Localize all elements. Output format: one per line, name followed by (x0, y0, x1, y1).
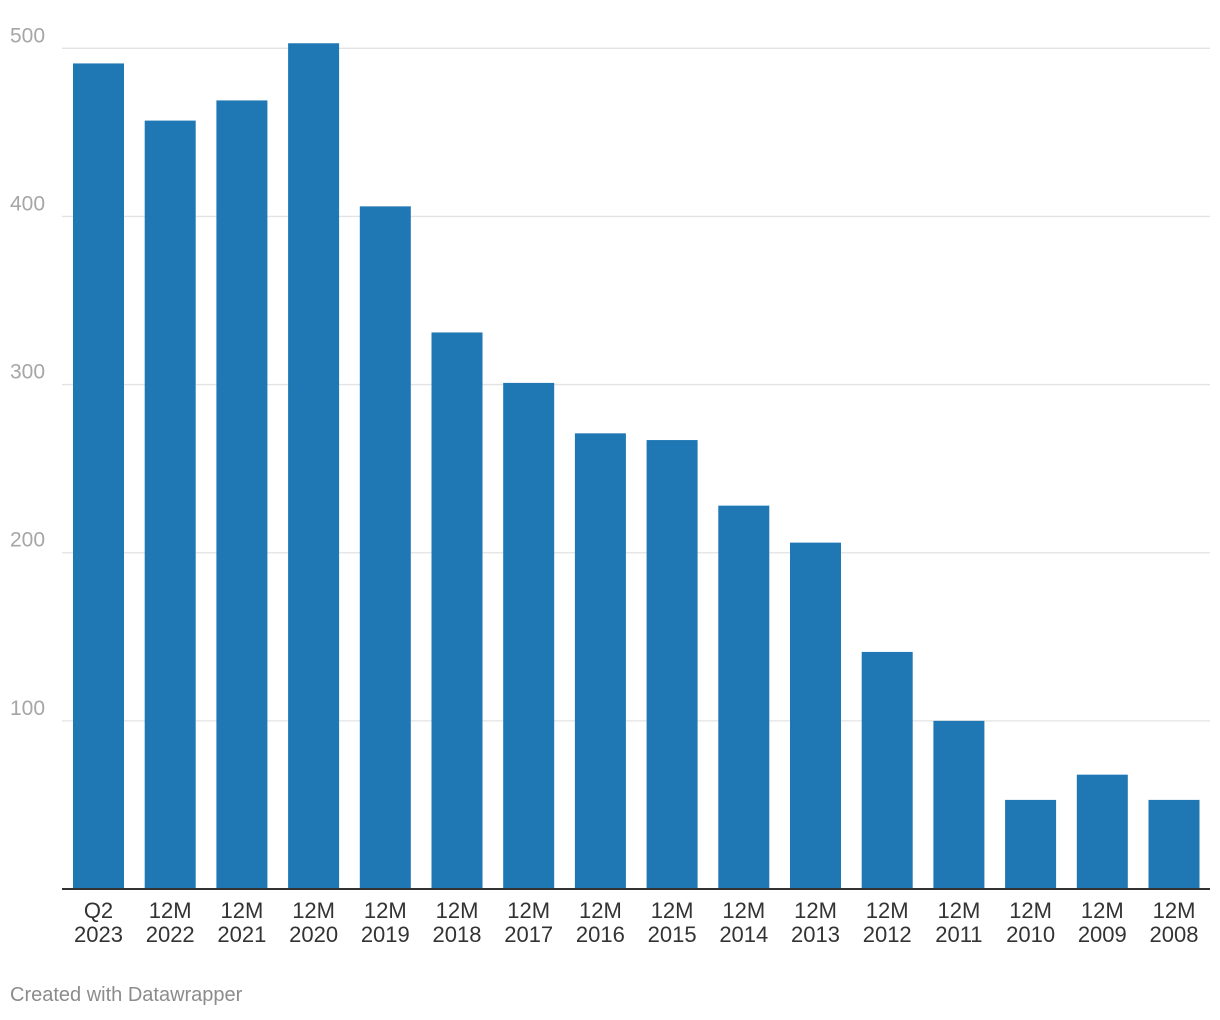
x-tick-period: 12M (579, 898, 622, 923)
x-tick-year: 2020 (289, 922, 338, 947)
x-tick-period: 12M (651, 898, 694, 923)
x-tick-label: 12M 2018 (433, 898, 482, 947)
bar (431, 332, 483, 889)
x-tick-year: 2014 (719, 922, 768, 947)
credit-text: Created with Datawrapper (10, 984, 243, 1006)
bar (73, 63, 124, 889)
x-tick-year: 2015 (648, 922, 697, 947)
x-tick-label: 12M 2009 (1078, 898, 1127, 947)
bar (933, 720, 985, 889)
x-tick-year: 2016 (576, 922, 625, 947)
bar (790, 542, 841, 889)
x-tick-period: 12M (149, 898, 192, 923)
x-tick-period: 12M (866, 898, 909, 923)
x-tick-label: 12M 2017 (504, 898, 553, 947)
x-tick-period: 12M (292, 898, 335, 923)
bar (574, 433, 626, 889)
x-tick-year: 2021 (217, 922, 266, 947)
x-tick-label: 12M 2014 (719, 898, 768, 947)
x-tick-period: 12M (794, 898, 837, 923)
x-tick-year: 2011 (935, 922, 982, 947)
x-tick-period: 12M (1009, 898, 1052, 923)
x-tick-period: 12M (722, 898, 765, 923)
x-tick-label: 12M 2016 (576, 898, 625, 947)
x-tick-label: 12M 2019 (361, 898, 410, 947)
x-tick-label: 12M 2015 (648, 898, 697, 947)
x-tick-period: 12M (507, 898, 550, 923)
x-tick-label: 12M 2013 (791, 898, 840, 947)
x-tick-year: 2017 (504, 922, 553, 947)
y-tick-label: 100 (10, 697, 45, 720)
bar (288, 43, 340, 889)
x-tick-year: 2022 (146, 922, 195, 947)
x-tick-label: 12M 2022 (146, 898, 195, 947)
x-tick-year: 2010 (1006, 922, 1055, 947)
bar (1148, 799, 1200, 889)
bar (503, 382, 555, 889)
y-tick-label: 500 (10, 24, 45, 47)
x-tick-period: 12M (1081, 898, 1124, 923)
x-tick-year: 2023 (74, 922, 123, 947)
x-tick-label: Q2 2023 (74, 898, 123, 947)
bar (216, 100, 268, 889)
x-tick-period: 12M (364, 898, 407, 923)
x-tick-label: 12M 2010 (1006, 898, 1055, 947)
x-tick-year: 2019 (361, 922, 410, 947)
bar (718, 505, 770, 889)
x-tick-year: 2012 (863, 922, 912, 947)
bar (1076, 774, 1128, 889)
bar (144, 120, 196, 889)
y-tick-label: 300 (10, 361, 45, 384)
bar (646, 440, 698, 889)
x-tick-period: 12M (938, 898, 981, 923)
x-tick-label: 12M 2020 (289, 898, 338, 947)
x-tick-year: 2008 (1150, 922, 1199, 947)
x-tick-label: 12M 2012 (863, 898, 912, 947)
y-tick-label: 200 (10, 529, 45, 552)
bar (359, 206, 411, 890)
x-tick-label: 12M 2008 (1150, 898, 1199, 947)
x-tick-period: 12M (436, 898, 479, 923)
y-axis-ticks: 100 200 300 400 500 (10, 24, 45, 720)
x-tick-year: 2009 (1078, 922, 1127, 947)
bar (861, 651, 913, 889)
bars (73, 43, 1200, 890)
y-tick-label: 400 (10, 192, 45, 215)
x-tick-period: 12M (221, 898, 264, 923)
x-tick-year: 2013 (791, 922, 840, 947)
x-tick-label: 12M 2011 (935, 898, 982, 947)
x-tick-label: 12M 2021 (217, 898, 266, 947)
x-tick-period: Q2 (84, 898, 113, 923)
x-tick-period: 12M (1153, 898, 1196, 923)
bar (1005, 799, 1057, 889)
x-tick-year: 2018 (433, 922, 482, 947)
